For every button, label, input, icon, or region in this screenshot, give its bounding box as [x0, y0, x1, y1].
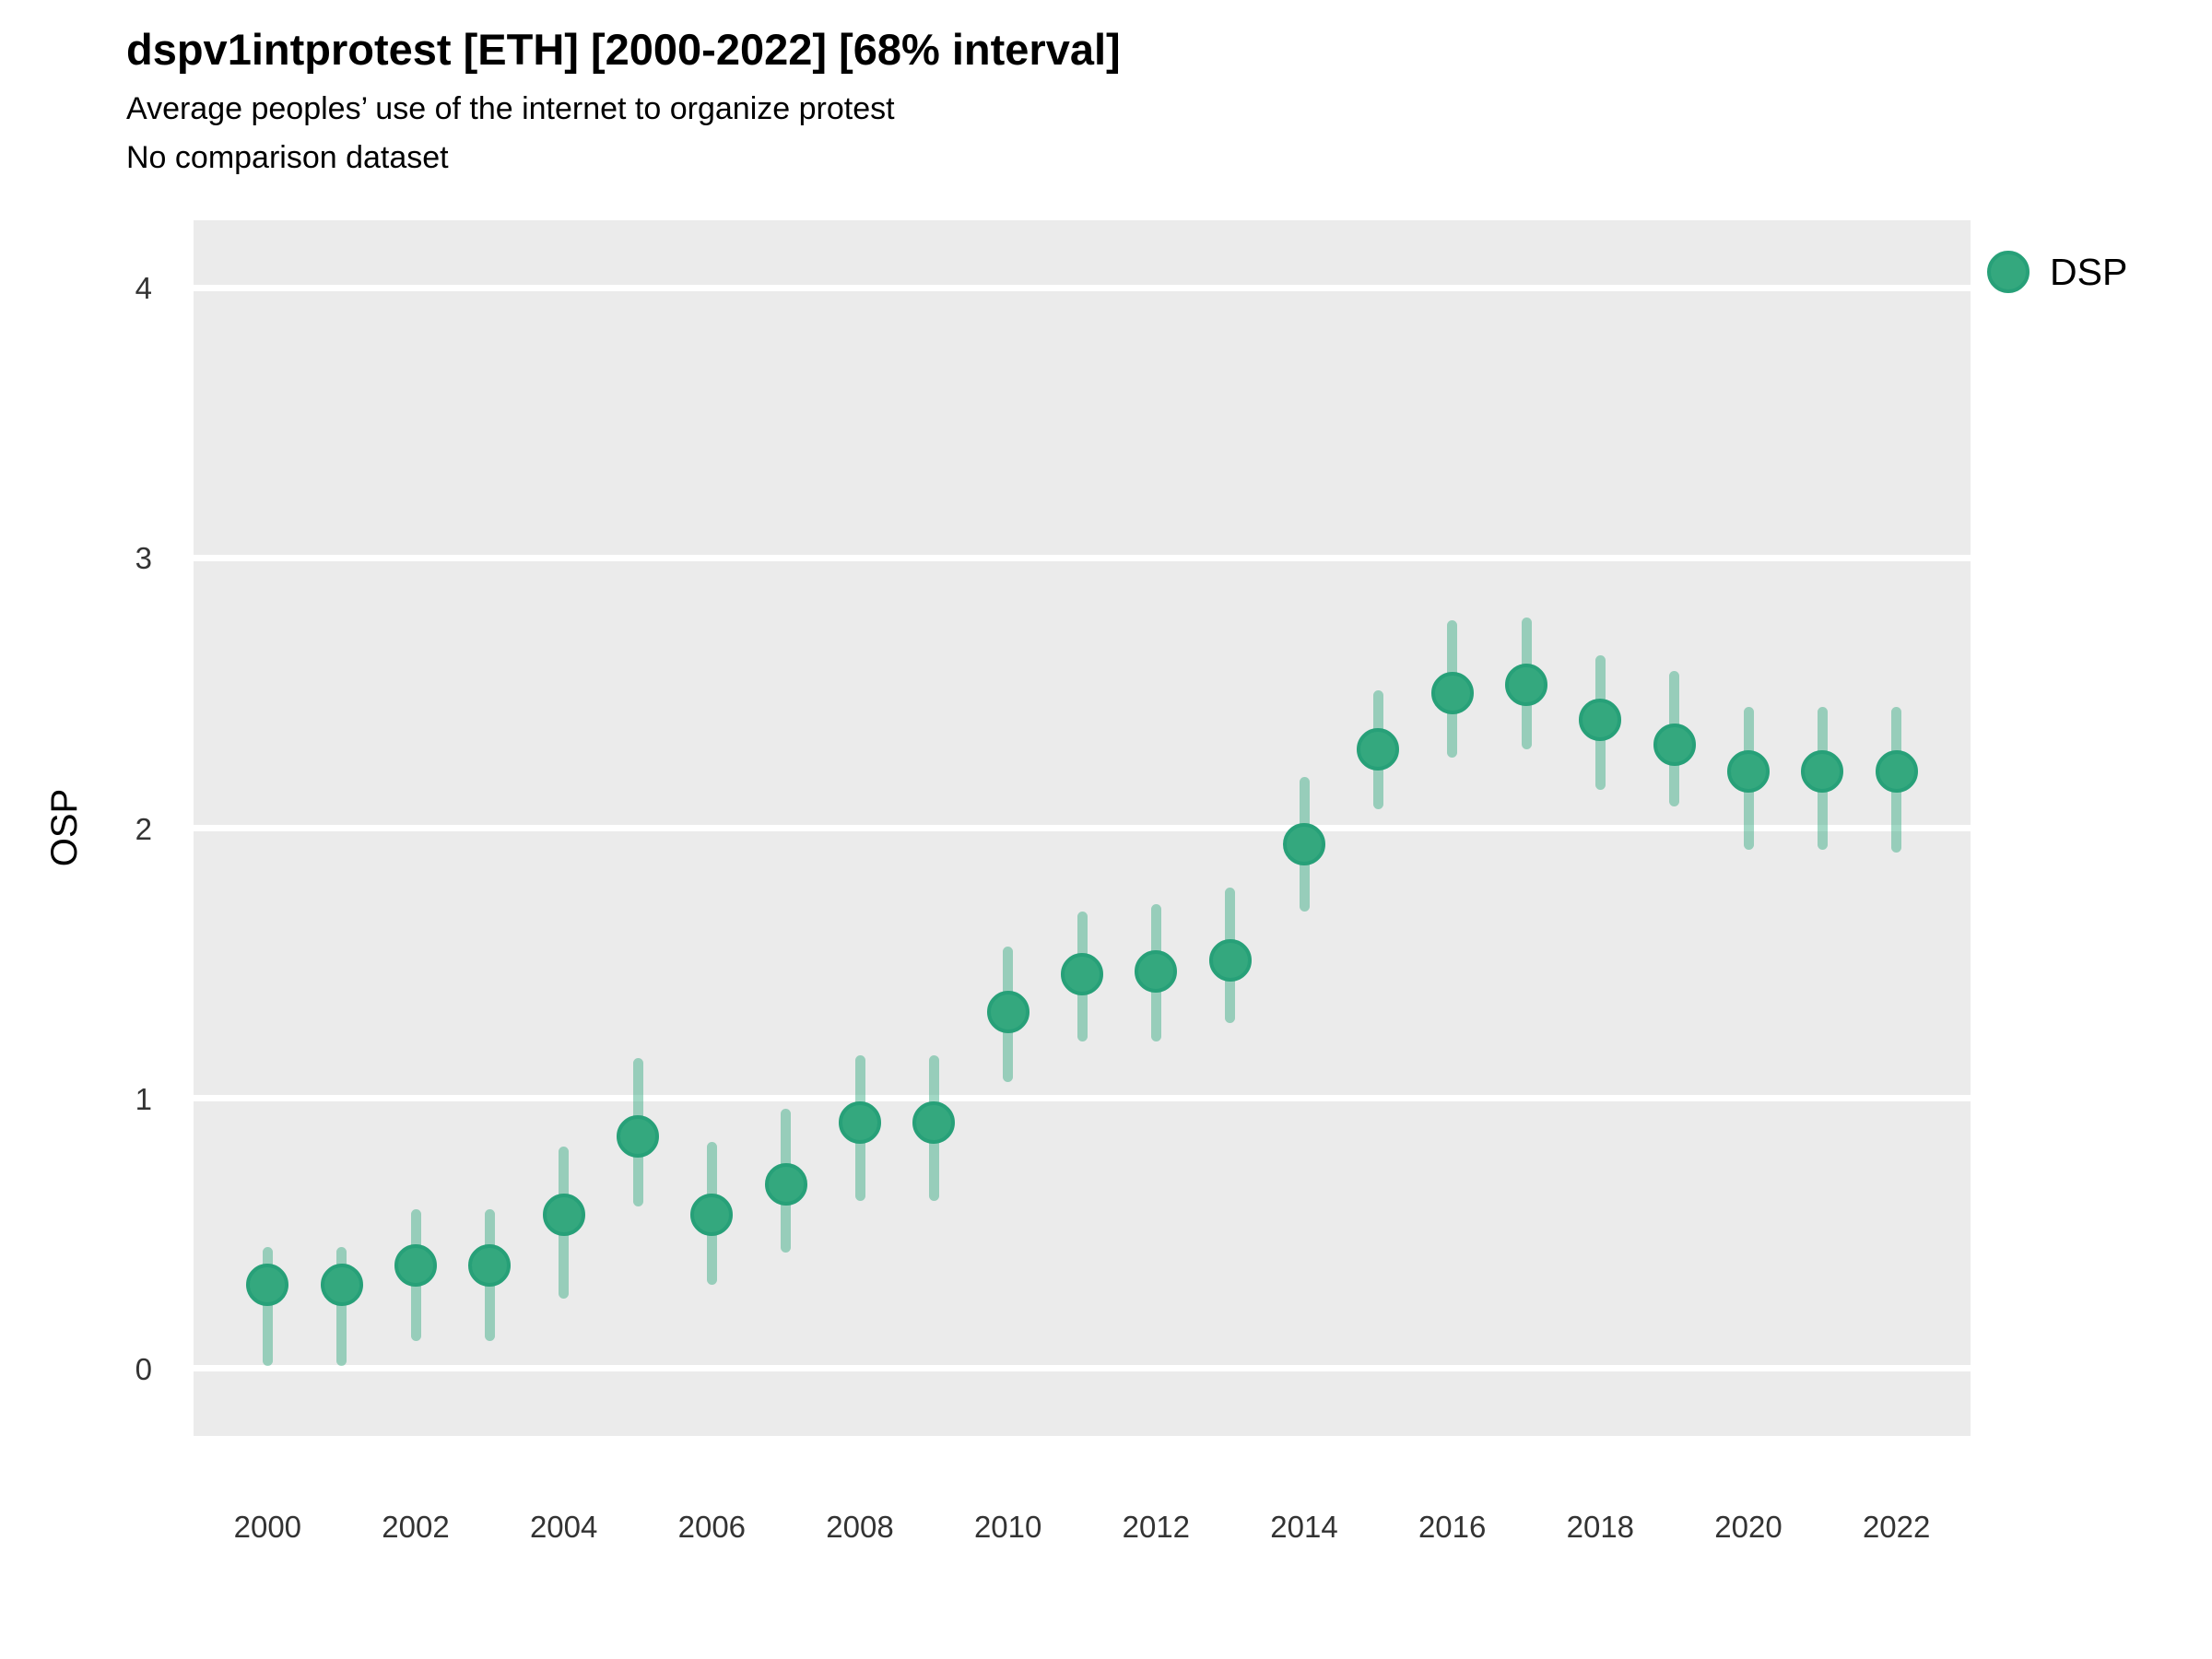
data-point-2019 — [1653, 723, 1696, 766]
data-point-2005 — [617, 1114, 659, 1158]
chart-title: dspv1intprotest [ETH] [2000-2022] [68% i… — [126, 25, 1121, 74]
y-gridline-1 — [194, 1095, 1971, 1102]
legend-point-icon — [1987, 251, 2030, 293]
data-point-2012 — [1135, 949, 1178, 993]
data-point-2011 — [1061, 952, 1103, 995]
chart-note: No comparison dataset — [126, 140, 449, 175]
data-point-2017 — [1505, 664, 1547, 707]
y-tick-label-4: 4 — [135, 271, 152, 306]
x-tick-label-2002: 2002 — [382, 1510, 450, 1544]
x-tick-label-2000: 2000 — [233, 1510, 302, 1544]
chart-subtitle: Average peoples’ use of the internet to … — [126, 91, 895, 126]
x-tick-label-2014: 2014 — [1270, 1510, 1338, 1544]
y-axis-title: OSP — [44, 788, 85, 867]
data-point-2022 — [1875, 749, 1918, 793]
data-point-2010 — [986, 990, 1030, 1033]
y-tick-label-2: 2 — [135, 811, 152, 846]
x-tick-label-2020: 2020 — [1714, 1510, 1783, 1544]
y-gridline-0 — [194, 1365, 1971, 1372]
y-tick-label-3: 3 — [135, 541, 152, 576]
x-tick-label-2018: 2018 — [1566, 1510, 1635, 1544]
y-tick-label-1: 1 — [135, 1081, 152, 1116]
x-tick-label-2010: 2010 — [973, 1510, 1042, 1544]
data-point-2014 — [1283, 823, 1325, 866]
data-point-2020 — [1727, 749, 1770, 793]
data-point-2013 — [1208, 939, 1252, 982]
x-tick-label-2016: 2016 — [1418, 1510, 1487, 1544]
x-tick-label-2008: 2008 — [826, 1510, 894, 1544]
y-tick-label-0: 0 — [135, 1351, 152, 1386]
y-gridline-3 — [194, 554, 1971, 561]
y-gridline-4 — [194, 284, 1971, 291]
error-bar-2001 — [336, 1246, 347, 1366]
data-point-2007 — [764, 1163, 807, 1206]
y-gridline-2 — [194, 825, 1971, 831]
data-point-2000 — [246, 1263, 289, 1306]
legend: DSP — [1987, 251, 2127, 293]
data-point-2006 — [690, 1193, 734, 1236]
data-point-2008 — [839, 1100, 881, 1144]
data-point-2021 — [1801, 749, 1844, 793]
data-point-2015 — [1357, 728, 1400, 771]
plot-panel — [194, 220, 1971, 1436]
x-tick-label-2006: 2006 — [677, 1510, 747, 1544]
data-point-2003 — [468, 1244, 512, 1288]
data-point-2004 — [542, 1193, 585, 1236]
x-tick-label-2012: 2012 — [1122, 1510, 1191, 1544]
data-point-2001 — [320, 1263, 363, 1306]
error-bar-2000 — [262, 1246, 273, 1366]
data-point-2016 — [1430, 671, 1474, 714]
x-tick-label-2022: 2022 — [1862, 1510, 1931, 1544]
data-point-2002 — [394, 1244, 437, 1288]
legend-label: DSP — [2050, 251, 2128, 293]
x-tick-label-2004: 2004 — [529, 1510, 598, 1544]
data-point-2018 — [1579, 699, 1622, 742]
data-point-2009 — [912, 1100, 956, 1144]
